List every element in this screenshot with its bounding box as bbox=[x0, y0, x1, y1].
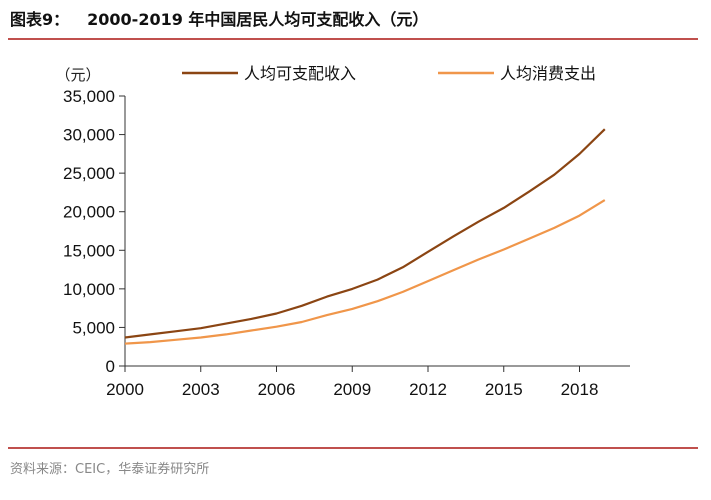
x-tick-label: 2009 bbox=[333, 380, 371, 399]
y-tick-label: 15,000 bbox=[63, 241, 115, 260]
series-line-2 bbox=[124, 199, 606, 345]
figure-title-text: 2000-2019 年中国居民人均可支配收入（元） bbox=[87, 10, 429, 29]
y-unit-label: （元） bbox=[55, 67, 100, 84]
source-note: 资料来源：CEIC，华泰证券研究所 bbox=[10, 462, 210, 477]
legend-label-2: 人均消费支出 bbox=[500, 65, 596, 83]
y-tick-label: 20,000 bbox=[63, 203, 115, 222]
y-tick-label: 25,000 bbox=[63, 164, 115, 183]
x-tick-label: 2003 bbox=[182, 380, 220, 399]
y-tick-label: 0 bbox=[106, 357, 115, 376]
figure-title: 图表9： 2000-2019 年中国居民人均可支配收入（元） bbox=[10, 6, 428, 30]
y-tick-label: 10,000 bbox=[63, 280, 115, 299]
y-tick-label: 35,000 bbox=[63, 87, 115, 106]
figure-label: 图表9： bbox=[10, 10, 70, 29]
title-divider bbox=[8, 38, 698, 40]
x-tick-label: 2012 bbox=[409, 380, 447, 399]
x-tick-label: 2006 bbox=[258, 380, 296, 399]
x-tick-label: 2018 bbox=[561, 380, 599, 399]
y-tick-label: 5,000 bbox=[72, 318, 115, 337]
y-tick-label: 30,000 bbox=[63, 126, 115, 145]
x-tick-label: 2000 bbox=[106, 380, 144, 399]
legend-label-1: 人均可支配收入 bbox=[244, 65, 356, 83]
line-chart: （元） 0 5,000 10,000 15,000 20,000 25,000 30,000 3… bbox=[55, 65, 630, 399]
footer-divider bbox=[8, 447, 698, 449]
series-line-1 bbox=[124, 128, 606, 339]
x-tick-label: 2015 bbox=[485, 380, 523, 399]
